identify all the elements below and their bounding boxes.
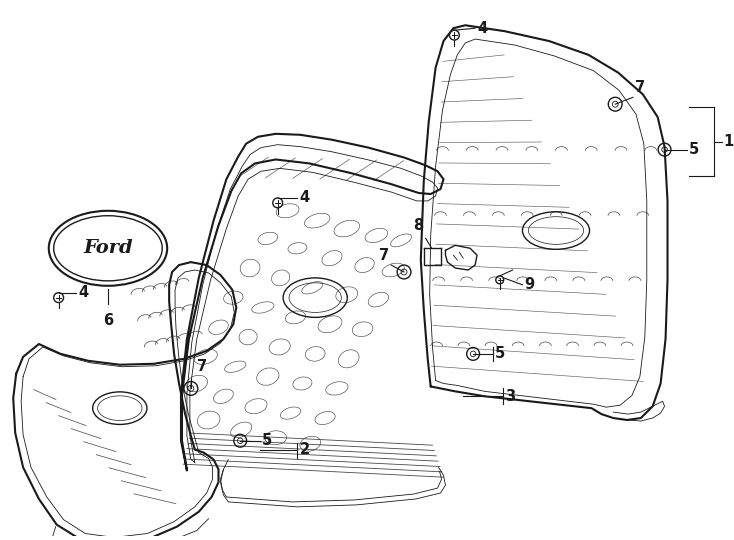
Text: Ford: Ford (83, 239, 133, 257)
Text: 9: 9 (524, 278, 534, 292)
Text: 7: 7 (379, 248, 389, 263)
Text: 2: 2 (299, 442, 310, 457)
Text: 3: 3 (505, 389, 515, 404)
Text: 7: 7 (197, 359, 207, 374)
Text: 7: 7 (635, 80, 645, 96)
Text: 4: 4 (477, 21, 487, 36)
Text: 4: 4 (79, 285, 89, 300)
Text: 5: 5 (262, 433, 272, 448)
Text: 5: 5 (689, 142, 700, 157)
Text: 6: 6 (103, 313, 113, 328)
Text: 5: 5 (495, 346, 505, 361)
Text: 4: 4 (299, 191, 310, 205)
Text: 1: 1 (724, 134, 734, 149)
Text: 8: 8 (413, 219, 424, 233)
